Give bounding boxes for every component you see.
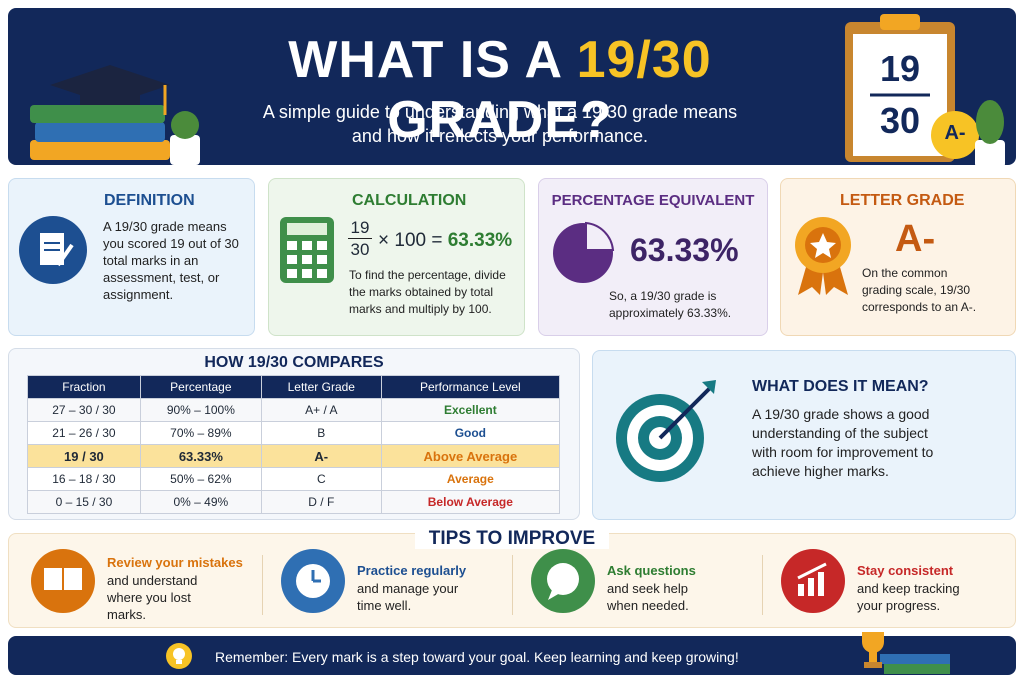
table-cell: D / F: [260, 490, 382, 514]
footer-text: Remember: Every mark is a step toward yo…: [215, 649, 739, 665]
tip-title: Review your mistakes: [107, 555, 243, 570]
tip-text: and understand where you lost marks.: [107, 573, 198, 622]
tip-text: and manage your time well.: [357, 581, 459, 613]
tip-divider: [512, 555, 513, 615]
table-cell: C: [260, 467, 382, 491]
comparison-table: Fraction Percentage Letter Grade Performanc…: [27, 375, 561, 514]
column-header: Percentage: [139, 375, 262, 399]
clipboard-grade: A-: [944, 122, 966, 144]
percentage-value: 63.33%: [630, 232, 739, 268]
definition-title: DEFINITION: [104, 192, 195, 209]
table-row: 0 – 15 / 30 0% – 49% D / F Below Average: [27, 490, 561, 514]
tips-title: TIPS TO IMPROVE: [414, 528, 610, 549]
title-prefix: WHAT IS A: [288, 31, 562, 89]
table-cell: A-: [260, 444, 382, 468]
calc-operator: × 100 =: [378, 230, 443, 251]
table-cell: Good: [380, 421, 561, 445]
tip-text: and seek help when needed.: [607, 581, 689, 613]
table-row: 27 – 30 / 30 90% – 100% A+ / A Excellent: [27, 398, 561, 422]
table-cell: A+ / A: [260, 398, 382, 422]
title: WHAT IS A 19/30 GRADE?: [180, 30, 820, 150]
trophy-books-icon: [862, 632, 950, 674]
percentage-title: PERCENTAGE EQUIVALENT: [551, 192, 755, 209]
calc-denominator: 30: [350, 240, 370, 259]
tip-title: Ask questions: [607, 563, 696, 578]
bulb-icon: [166, 643, 192, 669]
calc-numerator: 19: [348, 218, 372, 239]
meaning-text: A 19/30 grade shows a good understanding…: [752, 406, 934, 479]
table-cell: Above Average: [380, 444, 561, 468]
clipboard-numerator: 19: [879, 48, 921, 89]
column-header: Fraction: [27, 375, 141, 399]
subtitle: A simple guide to understanding what a 1…: [200, 100, 800, 148]
document-icon: [19, 216, 87, 284]
target-icon: [616, 380, 716, 482]
calculation-text: To find the percentage, divide the marks…: [349, 268, 506, 316]
table-header-row: Fraction Percentage Letter Grade Performanc…: [27, 375, 561, 399]
table-cell: 0% – 49%: [139, 490, 262, 514]
tip-icon: [31, 549, 95, 613]
table-cell: 90% – 100%: [139, 398, 262, 422]
table-cell: Excellent: [380, 398, 561, 422]
calc-result: 63.33%: [447, 230, 513, 251]
tips-title-wrap: TIPS TO IMPROVE: [8, 528, 1016, 550]
tip-text: and keep tracking your progress.: [857, 581, 960, 613]
tip-icon: [531, 549, 595, 613]
calc-expression: × 100 = 63.33%: [378, 230, 512, 252]
title-suffix: GRADE?: [387, 91, 613, 149]
table-cell: 27 – 30 / 30: [27, 398, 141, 422]
table-row: 21 – 26 / 30 70% – 89% B Good: [27, 421, 561, 445]
table-cell: 21 – 26 / 30: [27, 421, 141, 445]
table-cell: Below Average: [380, 490, 561, 514]
definition-text: A 19/30 grade means you scored 19 out of…: [103, 219, 239, 302]
tip-title: Practice regularly: [357, 563, 467, 578]
percentage-text: So, a 19/30 grade is approximately 63.33…: [609, 289, 732, 320]
pie-icon: [553, 221, 615, 283]
tip-icon: [781, 549, 845, 613]
highlight-row: 19 / 30 63.33% A- Above Average: [27, 444, 561, 468]
table-cell: 19 / 30: [27, 444, 141, 468]
column-header: Letter Grade: [260, 375, 382, 399]
calculator-icon: [280, 217, 334, 283]
meaning-title: WHAT DOES IT MEAN?: [752, 378, 929, 395]
books-icon: [30, 65, 200, 165]
clipboard-denominator: 30: [879, 100, 921, 141]
tip-divider: [762, 555, 763, 615]
table-cell: 0 – 15 / 30: [27, 490, 141, 514]
column-header: Performance Level: [380, 375, 561, 399]
table-cell: B: [260, 421, 382, 445]
letter-text: On the common grading scale, 19/30 corre…: [862, 266, 977, 314]
table-cell: 50% – 62%: [139, 467, 262, 491]
tip-divider: [262, 555, 263, 615]
subtitle-line: A simple guide to understanding what a 1…: [262, 102, 738, 122]
tip-title: Stay consistent: [857, 563, 954, 578]
subtitle-line: and how it reflects your performance.: [351, 126, 649, 146]
table-cell: 70% – 89%: [139, 421, 262, 445]
table-cell: 63.33%: [139, 444, 262, 468]
letter-title: LETTER GRADE: [840, 192, 965, 209]
comparison-title: HOW 19/30 COMPARES: [204, 354, 384, 371]
clipboard-icon: [845, 14, 1005, 168]
ribbon-icon: [795, 217, 851, 295]
table-cell: Average: [380, 467, 561, 491]
table-cell: 16 – 18 / 30: [27, 467, 141, 491]
calculation-title: CALCULATION: [352, 192, 467, 209]
table-row: 16 – 18 / 30 50% – 62% C Average: [27, 467, 561, 491]
title-highlight: 19/30: [576, 31, 712, 89]
letter-grade: A-: [895, 218, 936, 260]
tip-icon: [281, 549, 345, 613]
